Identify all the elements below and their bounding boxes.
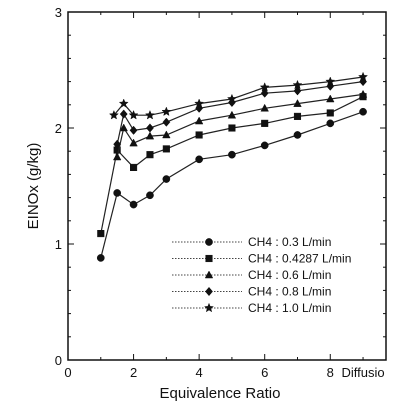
circle-marker <box>114 189 121 196</box>
circle-marker <box>294 131 301 138</box>
x-tick-label: 6 <box>261 365 268 380</box>
legend-item: CH4 : 0.6 L/min <box>172 268 331 282</box>
star-marker <box>146 111 155 119</box>
x-tick-label: 8 <box>327 365 334 380</box>
square-marker <box>163 146 170 153</box>
legend-item: CH4 : 0.3 L/min <box>172 235 331 249</box>
legend-label: CH4 : 0.3 L/min <box>248 235 331 249</box>
star-marker <box>205 303 214 311</box>
y-tick-label: 1 <box>55 237 62 252</box>
square-marker <box>97 230 104 237</box>
legend-label: CH4 : 0.6 L/min <box>248 268 331 282</box>
y-axis-label: EINOx (g/kg) <box>25 143 42 230</box>
diamond-marker <box>130 126 137 134</box>
circle-marker <box>359 108 366 115</box>
circle-marker <box>130 201 137 208</box>
circle-marker <box>228 151 235 158</box>
diamond-marker <box>205 287 212 295</box>
x-tick-label: 0 <box>64 365 71 380</box>
legend-item: CH4 : 0.4287 L/min <box>172 252 351 266</box>
circle-marker <box>97 254 104 261</box>
circle-marker <box>327 120 334 127</box>
circle-marker <box>146 192 153 199</box>
diamond-marker <box>120 110 127 118</box>
circle-marker <box>163 175 170 182</box>
legend-label: CH4 : 0.4287 L/min <box>248 252 351 266</box>
circle-marker <box>205 238 212 245</box>
star-marker <box>119 99 128 107</box>
triangle-marker <box>113 153 121 160</box>
square-marker <box>206 255 213 262</box>
x-tick-label-diffusion: Diffusio <box>341 365 384 380</box>
square-marker <box>229 125 236 132</box>
y-tick-label: 0 <box>55 353 62 368</box>
legend-label: CH4 : 0.8 L/min <box>248 285 331 299</box>
tick-labels: 0 2 4 6 8 Diffusio 0 1 2 3 <box>55 5 385 380</box>
x-tick-label: 2 <box>130 365 137 380</box>
legend-item: CH4 : 0.8 L/min <box>172 285 331 299</box>
square-marker <box>294 113 301 120</box>
circle-marker <box>196 156 203 163</box>
square-marker <box>261 120 268 127</box>
legend-item: CH4 : 1.0 L/min <box>172 301 331 315</box>
square-marker <box>130 164 137 171</box>
x-axis-label: Equivalence Ratio <box>160 385 281 402</box>
series-line <box>114 77 363 115</box>
y-tick-label: 2 <box>55 121 62 136</box>
y-tick-label: 3 <box>55 5 62 20</box>
diamond-marker <box>163 118 170 126</box>
x-tick-label: 4 <box>196 365 203 380</box>
square-marker <box>147 151 154 158</box>
legend: CH4 : 0.3 L/min CH4 : 0.4287 L/min CH4 : 0… <box>172 235 351 315</box>
legend-label: CH4 : 1.0 L/min <box>248 301 331 315</box>
series-line <box>117 94 363 157</box>
square-marker <box>327 110 334 117</box>
square-marker <box>196 132 203 139</box>
diamond-marker <box>146 124 153 132</box>
star-marker <box>162 107 171 115</box>
circle-marker <box>261 142 268 149</box>
series-group <box>97 72 367 261</box>
